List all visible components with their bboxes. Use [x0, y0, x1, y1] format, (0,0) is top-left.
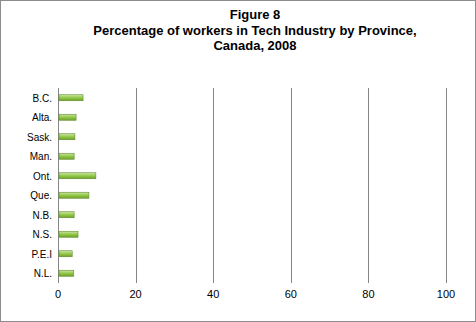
bar	[59, 114, 76, 120]
category-label: Man.	[30, 151, 52, 162]
bars	[59, 95, 96, 277]
x-tick-label: 60	[285, 288, 297, 300]
bar	[59, 251, 72, 257]
category-label: N.B.	[33, 210, 52, 221]
bar	[59, 212, 74, 218]
grid-line	[368, 88, 369, 283]
bar	[59, 231, 78, 237]
chart-title: Figure 8	[230, 7, 281, 22]
x-tick-label: 20	[129, 288, 141, 300]
category-label: Sask.	[27, 132, 52, 143]
bar	[59, 270, 74, 276]
category-label: Ont.	[33, 171, 52, 182]
grid-line	[136, 88, 137, 283]
bar	[59, 192, 89, 198]
grid	[59, 88, 447, 283]
bar	[59, 95, 83, 101]
x-tick-label: 0	[55, 288, 61, 300]
chart-border	[1, 1, 476, 322]
chart-subtitle: Percentage of workers in Tech Industry b…	[93, 23, 416, 53]
x-tick-label: 100	[437, 288, 455, 300]
x-tick-label: 80	[362, 288, 374, 300]
grid-line	[213, 88, 214, 283]
x-tick-label: 40	[207, 288, 219, 300]
bar	[59, 173, 96, 179]
chart-svg: Figure 8Percentage of workers in Tech In…	[0, 0, 476, 322]
grid-line	[446, 88, 447, 283]
category-label: N.L.	[34, 268, 52, 279]
bar	[59, 153, 74, 159]
category-label: Que.	[30, 190, 52, 201]
category-label: Alta.	[32, 112, 52, 123]
chart-root: Figure 8Percentage of workers in Tech In…	[0, 0, 476, 322]
grid-line	[291, 88, 292, 283]
category-label: N.S.	[33, 229, 52, 240]
category-label: P.E.I	[32, 249, 52, 260]
bar	[59, 134, 75, 140]
category-label: B.C.	[33, 93, 52, 104]
